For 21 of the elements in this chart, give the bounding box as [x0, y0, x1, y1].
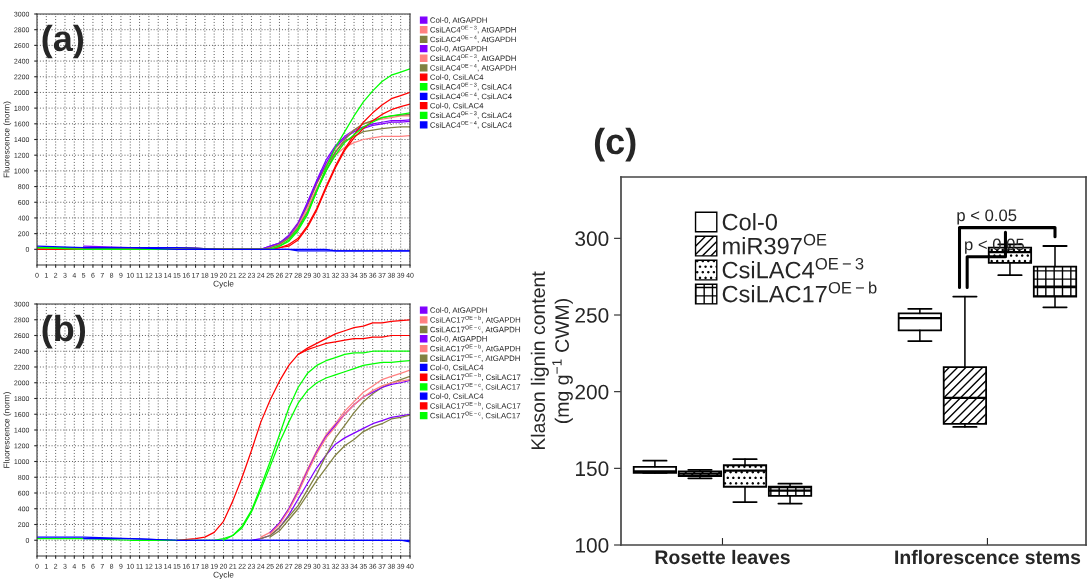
chart-title: (c): [594, 127, 636, 162]
x-tick-label: Inflorescence stems: [895, 549, 1081, 565]
y-tick-label: 100: [576, 538, 609, 553]
y-axis-title: Fluorescence (norm): [3, 101, 12, 178]
y-tick-label: 250: [575, 308, 609, 323]
y-tick-label: 300: [575, 231, 609, 247]
y-axis-title: Fluorescence (norm): [3, 392, 12, 468]
legend-label: CsiLAC4$^{OE−3}$: [722, 257, 864, 279]
x-axis-title: Cycle: [213, 280, 234, 289]
legend-label: CsiLAC17$^{OE−b}$: [722, 281, 877, 303]
y-tick-label: 200: [575, 384, 609, 400]
annotation: p < 0.05: [957, 209, 1017, 225]
chart-title: (a): [42, 24, 84, 59]
y-axis-title: Klason lignin content (mg g$^{−1}$ CWM): [530, 271, 573, 450]
chart-title: (b): [42, 314, 86, 349]
legend-label: Col-0: [722, 213, 778, 231]
legend-label: miR397$^{OE}$: [723, 233, 827, 255]
annotation: p < 0.05: [965, 238, 1024, 254]
y-tick-label: 150: [576, 461, 609, 477]
x-axis-title: Cycle: [213, 571, 234, 579]
x-tick-label: Rosette leaves: [655, 549, 790, 565]
